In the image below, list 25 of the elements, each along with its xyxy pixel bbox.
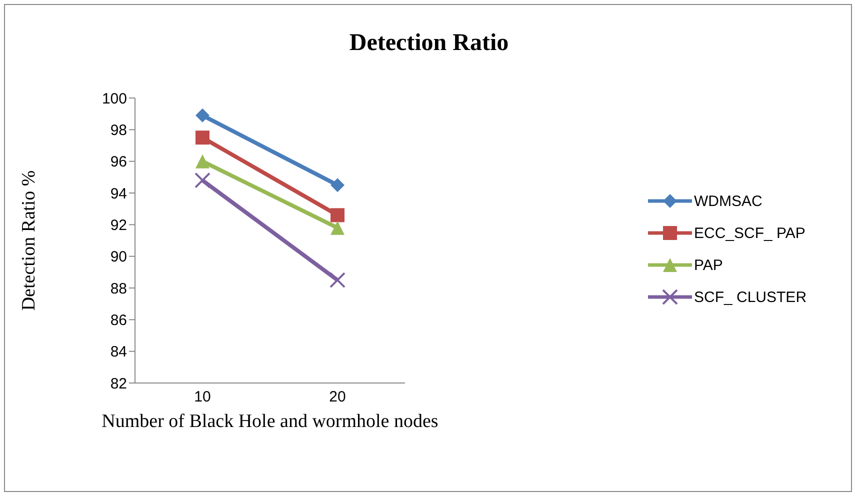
legend-label: PAP [694, 256, 723, 274]
y-tick-label: 82 [110, 375, 127, 392]
x-tick-label: 20 [329, 388, 346, 406]
y-tick-label: 94 [110, 185, 127, 202]
legend-label: WDMSAC [694, 192, 762, 210]
y-tick-label: 90 [110, 248, 127, 266]
y-tick-label: 92 [110, 216, 127, 234]
y-tick-label: 98 [110, 122, 127, 139]
y-tick-label: 100 [102, 90, 127, 108]
y-axis-title: Detection Ratio % [18, 170, 40, 311]
chart-title: Detection Ratio [348, 30, 510, 57]
point [196, 108, 210, 122]
y-tick-label: 96 [110, 154, 127, 171]
y-tick-label: 84 [110, 344, 127, 361]
point [194, 172, 210, 188]
y-tick-label: 88 [110, 280, 127, 298]
legend-label: ECC_SCF_ PAP [694, 224, 806, 242]
point [330, 272, 346, 288]
point [330, 178, 344, 192]
x-tick-label: 10 [194, 388, 211, 406]
point [330, 208, 344, 222]
x-axis-title: Number of Black Hole and wormhole nodes [102, 411, 438, 432]
point [196, 130, 210, 145]
legend-label: SCF_ CLUSTER [694, 288, 807, 306]
y-tick-label: 86 [110, 312, 127, 329]
